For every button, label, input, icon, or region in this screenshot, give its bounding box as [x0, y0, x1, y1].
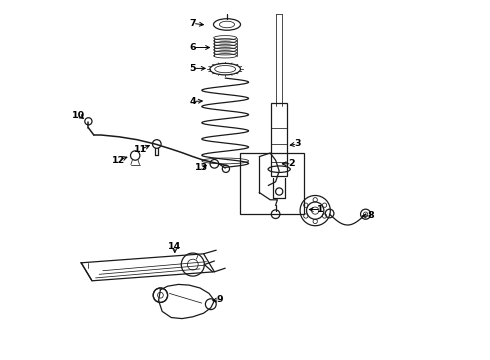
Bar	[240, 153, 304, 214]
Text: 2: 2	[289, 159, 295, 168]
Text: 7: 7	[190, 19, 196, 28]
Text: 6: 6	[190, 43, 196, 52]
Text: 11: 11	[134, 145, 147, 154]
Text: 12: 12	[112, 156, 125, 165]
Text: 3: 3	[294, 139, 300, 148]
Text: 4: 4	[190, 97, 196, 106]
Bar	[271, 103, 287, 176]
Text: 5: 5	[190, 64, 196, 73]
Text: 10: 10	[72, 111, 85, 120]
Text: 8: 8	[368, 211, 374, 220]
Text: 13: 13	[195, 163, 208, 172]
Text: 14: 14	[168, 242, 181, 251]
Text: 1: 1	[318, 205, 324, 214]
Text: 9: 9	[217, 295, 223, 304]
